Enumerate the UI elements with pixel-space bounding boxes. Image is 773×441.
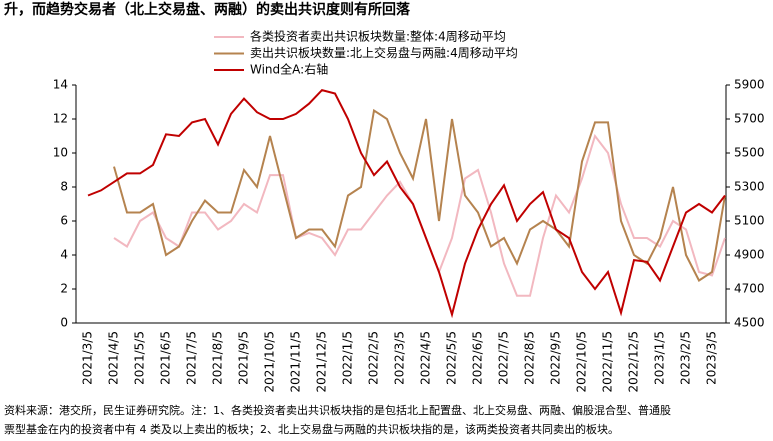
x-tick-label: 2022/2/5 bbox=[367, 331, 381, 385]
x-tick-label: 2023/2/5 bbox=[679, 331, 693, 385]
series-line bbox=[113, 133, 726, 297]
x-tick-label: 2023/3/5 bbox=[705, 331, 719, 385]
y2-tick-label: 5700 bbox=[734, 112, 765, 126]
note: 票型基金在内的投资者中有 4 类及以上卖出的板块；2、北上交易盘与两融的共识板块… bbox=[4, 422, 619, 436]
x-tick-label: 2021/9/5 bbox=[237, 331, 251, 385]
x-tick-label: 2022/10/5 bbox=[575, 331, 589, 393]
x-tick-label: 2022/12/5 bbox=[627, 331, 641, 393]
y2-tick-label: 4700 bbox=[734, 282, 765, 296]
legend-label: 各类投资者卖出共识板块数量:整体:4周移动平均 bbox=[250, 29, 506, 44]
x-tick-label: 2022/4/5 bbox=[419, 331, 433, 385]
x-tick-label: 2021/10/5 bbox=[263, 331, 277, 393]
y-tick-label: 10 bbox=[53, 146, 68, 160]
x-tick-label: 2021/12/5 bbox=[315, 331, 329, 393]
x-tick-label: 2021/3/5 bbox=[81, 331, 95, 385]
x-tick-label: 2022/9/5 bbox=[549, 331, 563, 385]
note: 资料来源：港交所，民生证券研究院。注：1、各类投资者卖出共识板块指的是包括北上配… bbox=[4, 403, 671, 417]
x-tick-label: 2021/11/5 bbox=[289, 331, 303, 393]
x-tick-label: 2022/6/5 bbox=[471, 331, 485, 385]
y-tick-label: 6 bbox=[60, 214, 68, 228]
y-tick-label: 2 bbox=[60, 282, 68, 296]
x-tick-label: 2022/8/5 bbox=[523, 331, 537, 385]
y2-tick-label: 5900 bbox=[734, 78, 765, 92]
y-tick-label: 14 bbox=[53, 78, 68, 92]
y-tick-label: 4 bbox=[60, 248, 68, 262]
x-tick-label: 2022/3/5 bbox=[393, 331, 407, 385]
x-tick-label: 2023/1/5 bbox=[653, 331, 667, 385]
y-tick-label: 0 bbox=[60, 316, 68, 330]
x-tick-label: 2021/4/5 bbox=[107, 331, 121, 385]
y2-tick-label: 5300 bbox=[734, 180, 765, 194]
y-tick-label: 12 bbox=[53, 112, 68, 126]
x-tick-label: 2022/7/5 bbox=[497, 331, 511, 385]
x-tick-label: 2022/5/5 bbox=[445, 331, 459, 385]
x-tick-label: 2021/6/5 bbox=[159, 331, 173, 385]
series-line bbox=[113, 108, 726, 282]
chart-title: 升，而趋势交易者（北上交易盘、两融）的卖出共识度则有所回落 bbox=[4, 1, 411, 18]
x-tick-label: 2021/5/5 bbox=[133, 331, 147, 385]
x-tick-label: 2022/1/5 bbox=[341, 331, 355, 385]
y2-tick-label: 4900 bbox=[734, 248, 765, 262]
legend-label: 卖出共识板块数量:北上交易盘与两融:4周移动平均 bbox=[250, 45, 518, 60]
x-tick-label: 2022/11/5 bbox=[601, 331, 615, 393]
x-tick-label: 2021/7/5 bbox=[185, 331, 199, 385]
x-tick-label: 2021/8/5 bbox=[211, 331, 225, 385]
series-line bbox=[87, 88, 726, 319]
y2-tick-label: 4500 bbox=[734, 316, 765, 330]
y-tick-label: 8 bbox=[60, 180, 68, 194]
y2-tick-label: 5500 bbox=[734, 146, 765, 160]
y2-tick-label: 5100 bbox=[734, 214, 765, 228]
legend-label: Wind全A:右轴 bbox=[250, 62, 328, 77]
